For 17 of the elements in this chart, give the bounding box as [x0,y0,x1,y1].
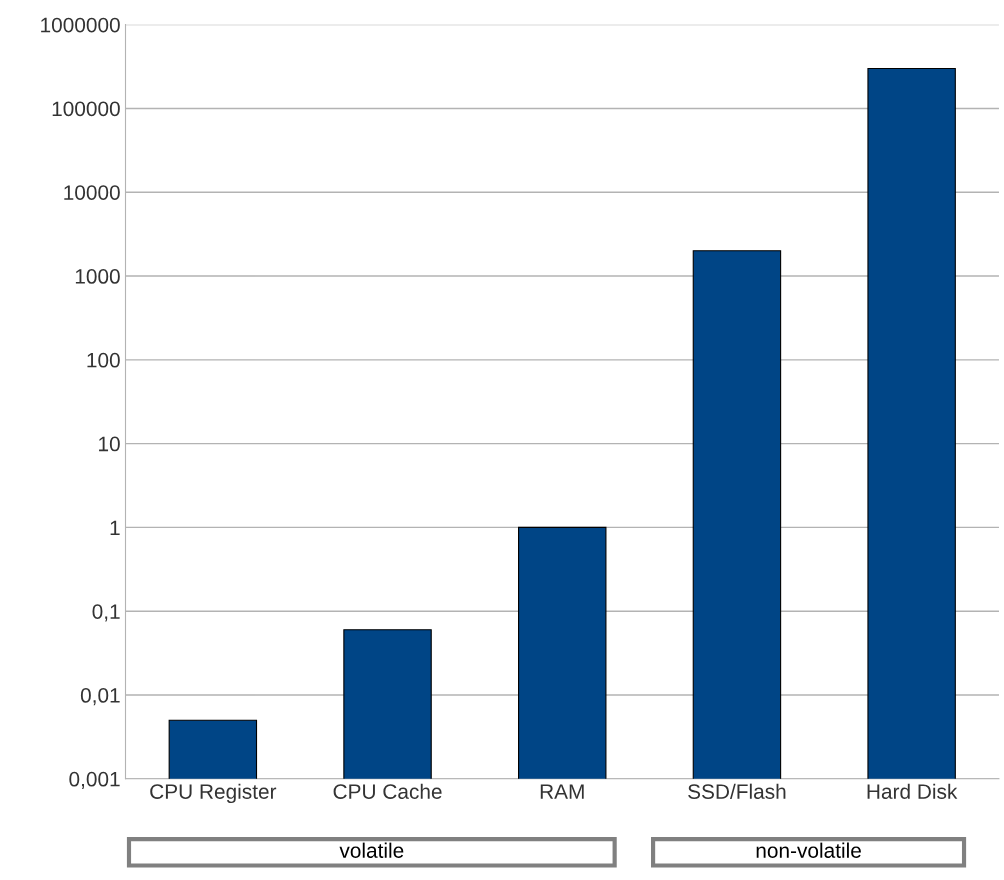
text: volatile [339,842,404,858]
text: non-volatile [756,842,861,858]
y-tick-label: 10 [99,436,120,452]
x-tick-label: RAM [540,784,584,799]
y-tick-label: 1000000 [41,17,120,33]
y-tick-label: 0,001 [69,771,120,790]
y-tick-label: 0,1 [92,604,120,622]
y-tick-label: 1 [110,520,120,535]
x-tick-label: Hard Disk [867,783,958,799]
y-tick-label: 0,01 [80,688,120,706]
x-tick-label: CPU Cache [333,783,442,799]
x-tick-label: SSD/Flash [688,783,786,799]
x-tick-label: CPU Register [150,783,277,804]
y-tick-label: 10000 [64,185,120,200]
y-tick-label: 100000 [52,101,120,117]
y-tick-label: 100 [87,352,120,368]
y-tick-label: 1000 [75,269,120,284]
